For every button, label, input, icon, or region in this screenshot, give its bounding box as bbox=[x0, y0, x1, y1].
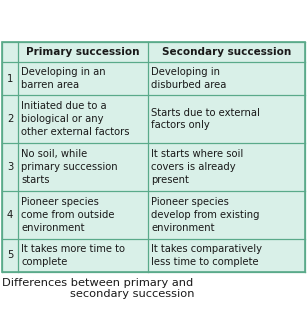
Text: No soil, while
primary succession
starts: No soil, while primary succession starts bbox=[21, 149, 118, 185]
Text: It starts where soil
covers is already
present: It starts where soil covers is already p… bbox=[151, 149, 243, 185]
Text: It takes comparatively
less time to complete: It takes comparatively less time to comp… bbox=[151, 244, 262, 267]
Text: 5: 5 bbox=[7, 251, 13, 261]
Text: Starts due to external
factors only: Starts due to external factors only bbox=[151, 108, 260, 130]
Text: 1: 1 bbox=[7, 74, 13, 84]
Text: Pioneer species
come from outside
environment: Pioneer species come from outside enviro… bbox=[21, 197, 115, 233]
Text: 3: 3 bbox=[7, 162, 13, 172]
Text: secondary succession: secondary succession bbox=[70, 289, 194, 299]
Text: Initiated due to a
biological or any
other external factors: Initiated due to a biological or any oth… bbox=[21, 101, 129, 137]
Text: Developing in an
barren area: Developing in an barren area bbox=[21, 67, 106, 90]
Text: Differences between primary and: Differences between primary and bbox=[2, 278, 193, 288]
Text: It takes more time to
complete: It takes more time to complete bbox=[21, 244, 125, 267]
Text: Developing in
disburbed area: Developing in disburbed area bbox=[151, 67, 226, 90]
Text: 2: 2 bbox=[7, 114, 13, 124]
Text: Pioneer species
develop from existing
environment: Pioneer species develop from existing en… bbox=[151, 197, 260, 233]
Text: 4: 4 bbox=[7, 210, 13, 220]
Bar bbox=[2, 42, 305, 272]
Text: Secondary succession: Secondary succession bbox=[162, 47, 291, 57]
Text: Primary succession: Primary succession bbox=[26, 47, 140, 57]
